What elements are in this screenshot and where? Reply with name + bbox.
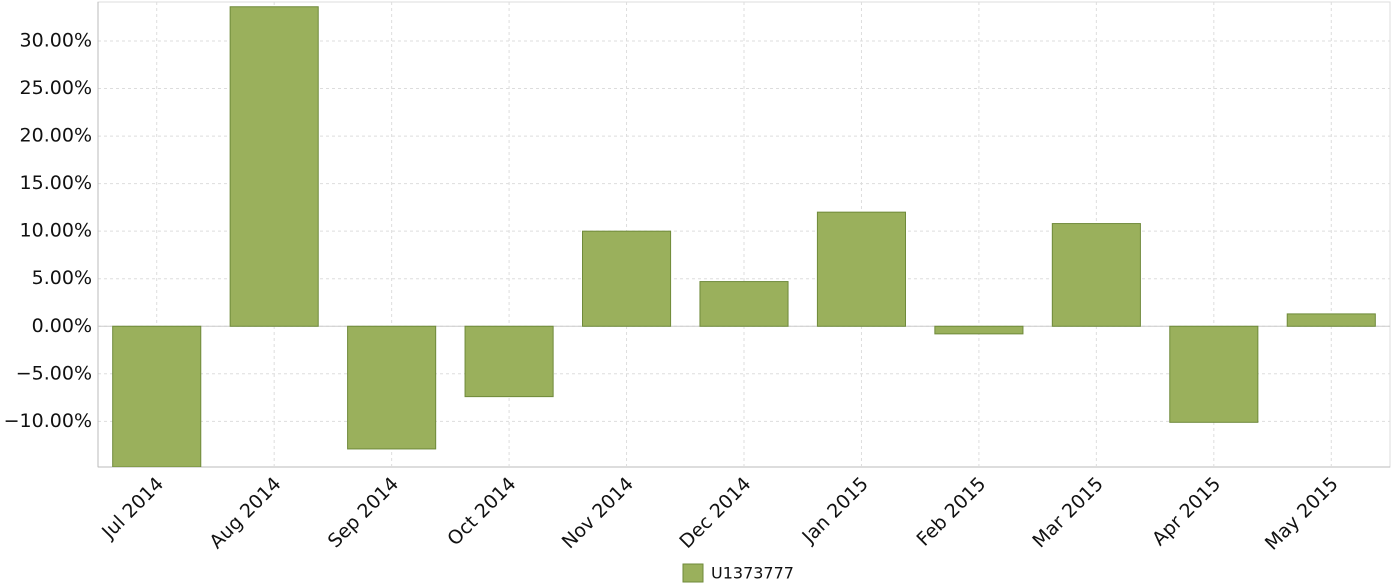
y-tick-label: 15.00%	[20, 172, 92, 194]
legend-swatch	[682, 563, 704, 583]
labels: −10.00% −5.00% 0.00% 5.00% 10.00% 15.00% 20.00…	[4, 29, 1343, 583]
x-tick-label: Dec 2014	[675, 473, 755, 553]
x-tick-label: Oct 2014	[443, 473, 520, 550]
y-tick-label: 0.00%	[32, 315, 92, 337]
legend-label: U1373777	[711, 564, 794, 583]
bar	[464, 325, 554, 398]
bar	[699, 281, 789, 327]
bar	[229, 6, 319, 327]
bar	[112, 325, 202, 467]
y-tick-label: −5.00%	[16, 362, 92, 384]
x-tick-label: Jan 2015	[797, 473, 872, 548]
bar	[934, 325, 1024, 335]
x-tick-label: Aug 2014	[205, 473, 285, 553]
bar	[1169, 325, 1259, 423]
x-tick-label: Feb 2015	[913, 473, 991, 551]
x-tick-label: Apr 2015	[1148, 473, 1225, 550]
y-tick-label: −10.00%	[4, 410, 92, 432]
bar	[816, 211, 907, 327]
bars	[112, 6, 1376, 467]
bar	[1051, 223, 1141, 327]
bar	[347, 325, 437, 450]
y-tick-label: 25.00%	[20, 77, 92, 99]
x-tick-label: Nov 2014	[558, 473, 638, 553]
y-tick-label: 30.00%	[20, 29, 92, 51]
x-tick-label: Sep 2014	[324, 473, 403, 552]
x-tick-label: Jul 2014	[97, 473, 168, 544]
x-tick-label: Mar 2015	[1028, 473, 1107, 552]
y-tick-label: 10.00%	[20, 220, 92, 242]
bar	[1286, 313, 1376, 327]
bar	[582, 230, 672, 327]
y-tick-label: 20.00%	[20, 125, 92, 147]
x-tick-label: May 2015	[1261, 473, 1343, 555]
y-tick-label: 5.00%	[32, 267, 92, 289]
